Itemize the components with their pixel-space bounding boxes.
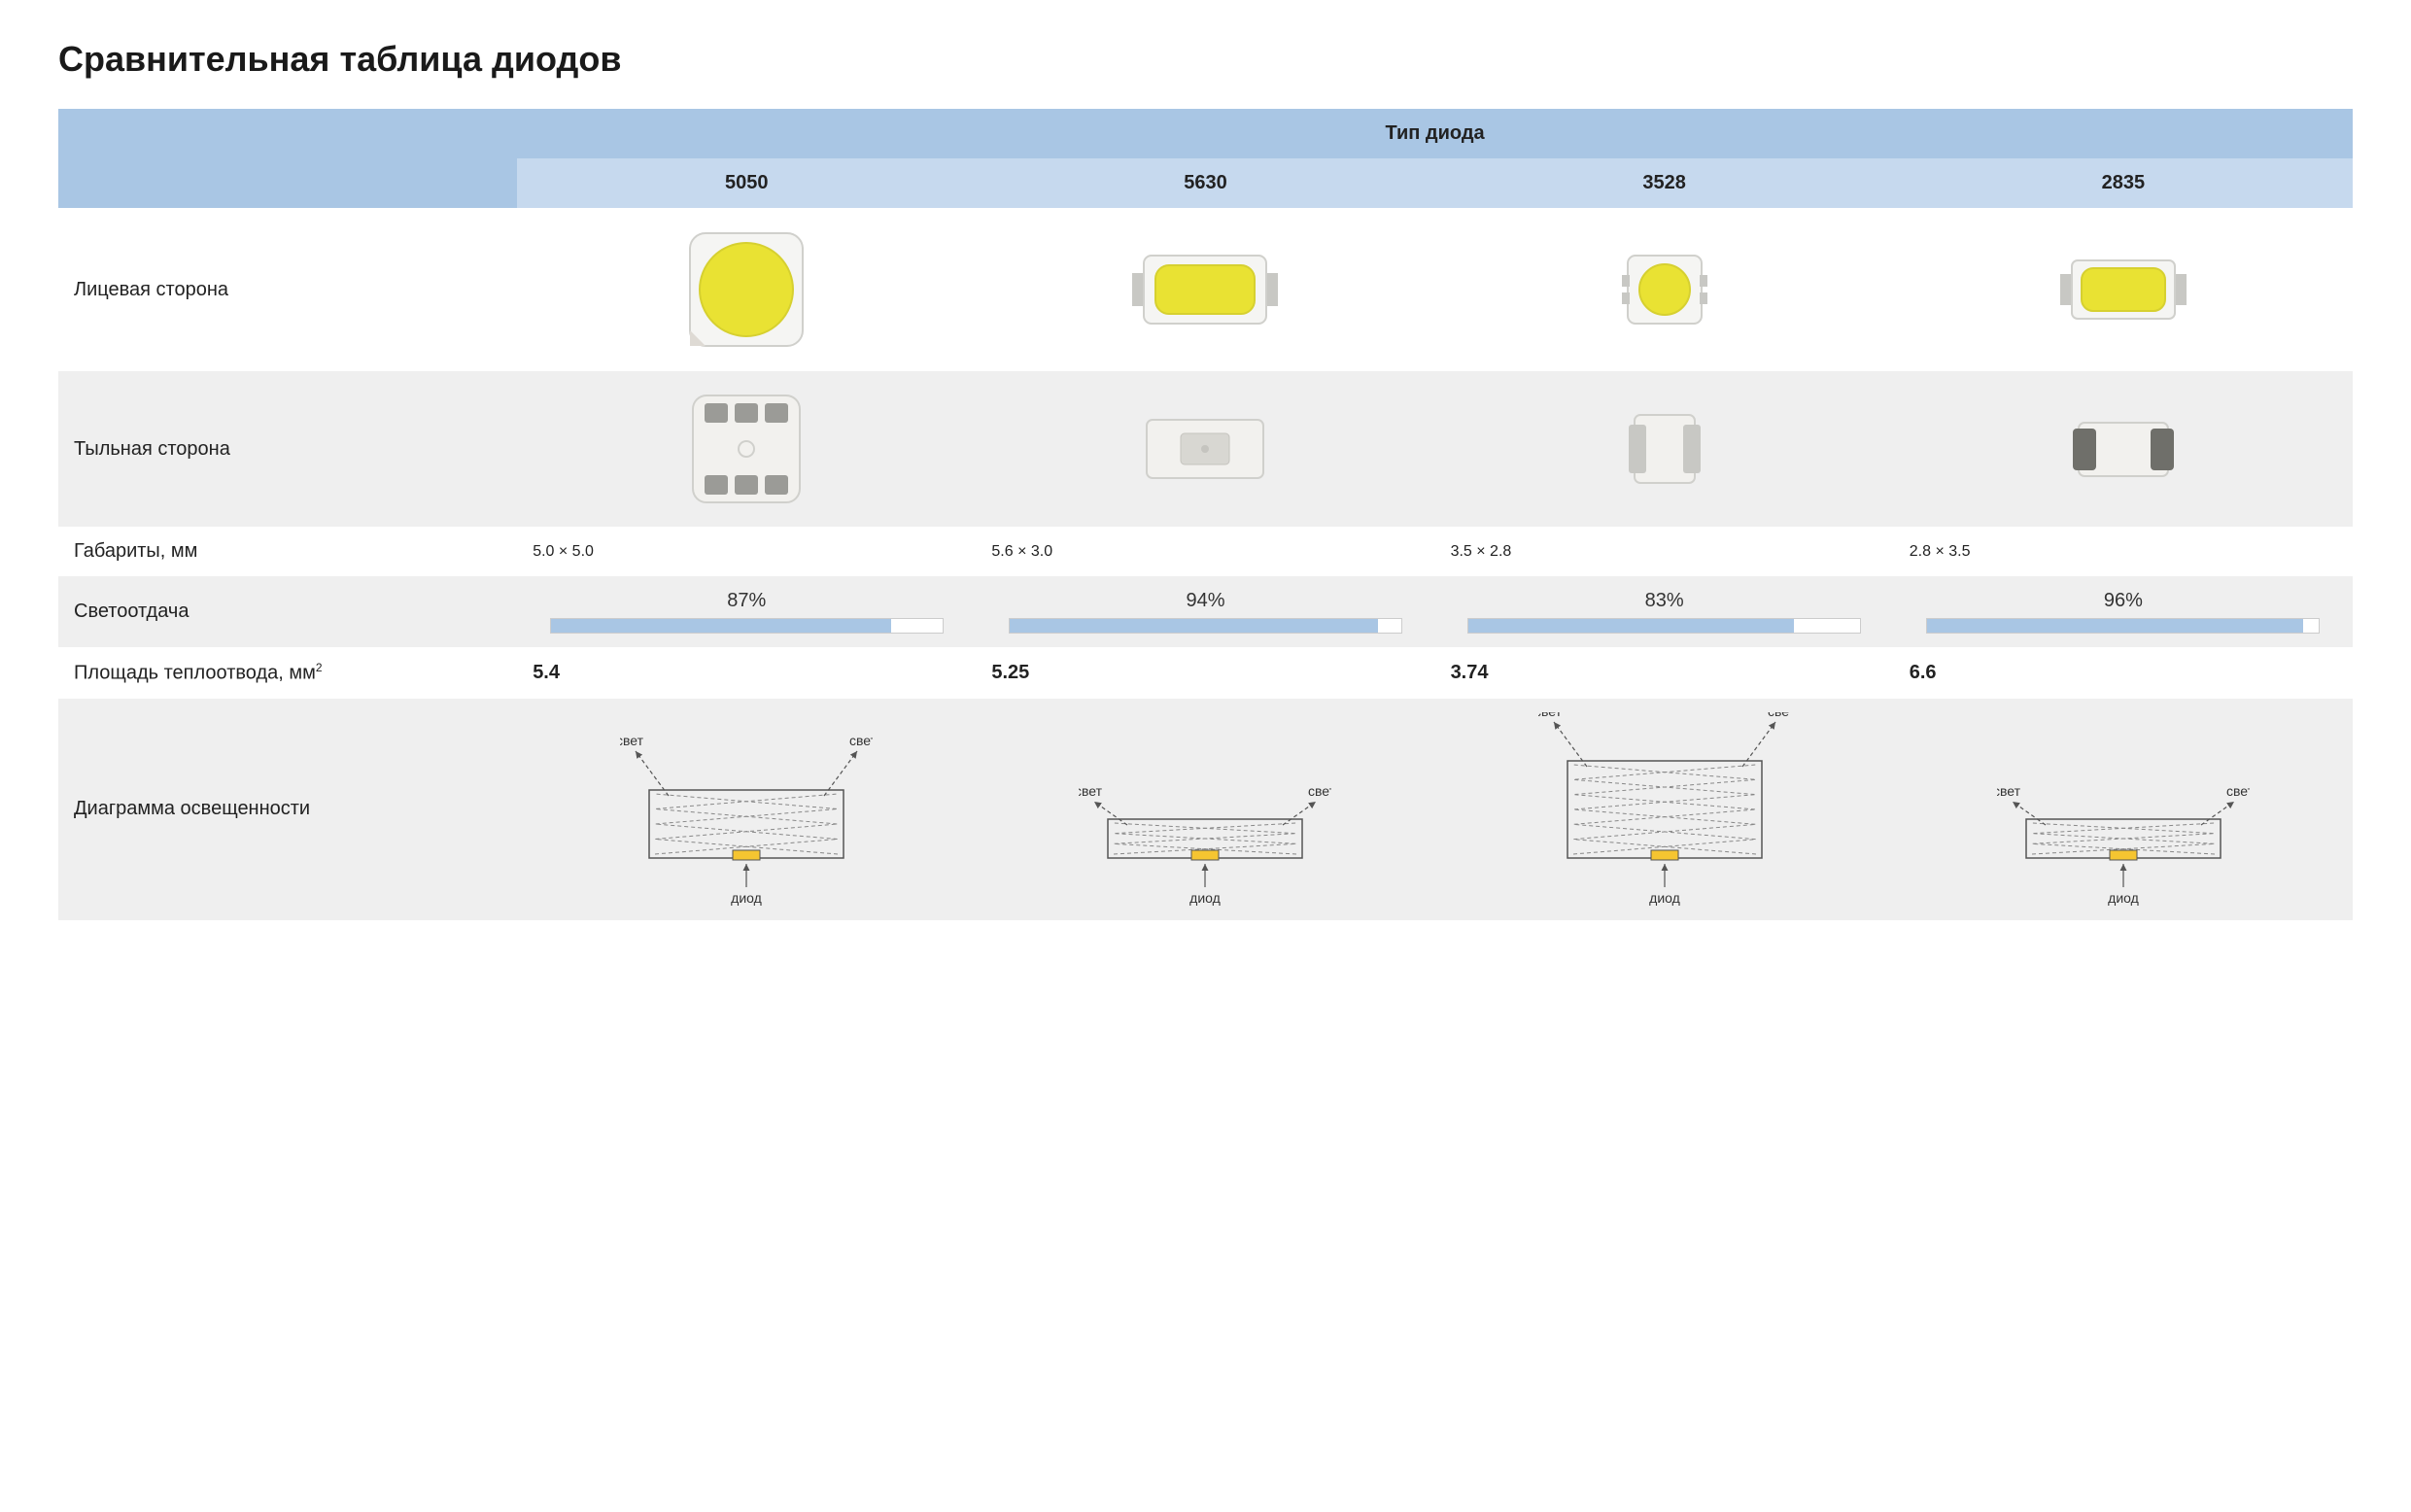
header-type-0: 5050 xyxy=(517,158,976,208)
svg-text:диод: диод xyxy=(1649,890,1680,906)
lumen-3: 96% xyxy=(1894,576,2353,647)
heat-0: 5.4 xyxy=(517,647,976,699)
led-front-2835-icon xyxy=(2060,251,2187,328)
header-group: Тип диода xyxy=(517,109,2353,158)
back-5050 xyxy=(517,371,976,527)
light-diagram-3-icon: свет свет диод xyxy=(1997,712,2250,907)
led-front-5050-icon xyxy=(678,222,814,358)
dim-0: 5.0 × 5.0 xyxy=(517,527,976,576)
led-front-3528-icon xyxy=(1616,246,1713,333)
led-front-5630-icon xyxy=(1132,246,1278,333)
svg-text:диод: диод xyxy=(2108,890,2139,906)
diagram-2: свет свет диод xyxy=(1435,699,1894,920)
row-front-label: Лицевая сторона xyxy=(58,208,517,371)
svg-text:свет: свет xyxy=(1538,712,1563,719)
row-diagram-label: Диаграмма освещенности xyxy=(58,699,517,920)
lumen-2-label: 83% xyxy=(1645,590,1684,612)
back-2835 xyxy=(1894,371,2353,527)
svg-text:свет: свет xyxy=(1997,783,2021,799)
header-type-2: 3528 xyxy=(1435,158,1894,208)
lumen-3-label: 96% xyxy=(2104,590,2143,612)
svg-text:свет: свет xyxy=(1768,712,1791,719)
back-5630 xyxy=(976,371,1434,527)
front-2835 xyxy=(1894,208,2353,371)
diagram-1: свет свет диод xyxy=(976,699,1434,920)
heat-2: 3.74 xyxy=(1435,647,1894,699)
diagram-3: свет свет диод xyxy=(1894,699,2353,920)
svg-text:диод: диод xyxy=(731,890,762,906)
svg-text:свет: свет xyxy=(1308,783,1331,799)
header-type-3: 2835 xyxy=(1894,158,2353,208)
dim-1: 5.6 × 3.0 xyxy=(976,527,1434,576)
lumen-3-bar xyxy=(1926,618,2320,634)
led-back-5050-icon xyxy=(683,386,809,512)
svg-text:свет: свет xyxy=(620,733,644,748)
led-back-3528-icon xyxy=(1621,405,1708,493)
lumen-0-label: 87% xyxy=(727,590,766,612)
header-type-1: 5630 xyxy=(976,158,1434,208)
lumen-2-bar xyxy=(1467,618,1861,634)
front-5630 xyxy=(976,208,1434,371)
header-blank xyxy=(58,109,517,208)
row-heat-label: Площадь теплоотвода, мм2 xyxy=(58,647,517,699)
lumen-0-bar xyxy=(550,618,944,634)
light-diagram-1-icon: свет свет диод xyxy=(1079,712,1331,907)
led-back-2835-icon xyxy=(2065,413,2182,486)
lumen-2-fill xyxy=(1468,619,1793,633)
light-diagram-0-icon: свет свет диод xyxy=(620,712,873,907)
lumen-2: 83% xyxy=(1435,576,1894,647)
lumen-1-label: 94% xyxy=(1186,590,1224,612)
lumen-1-fill xyxy=(1010,619,1378,633)
front-3528 xyxy=(1435,208,1894,371)
heat-1: 5.25 xyxy=(976,647,1434,699)
svg-text:свет: свет xyxy=(849,733,873,748)
row-back-label: Тыльная сторона xyxy=(58,371,517,527)
row-dimensions-label: Габариты, мм xyxy=(58,527,517,576)
back-3528 xyxy=(1435,371,1894,527)
row-lumen-label: Светоотдача xyxy=(58,576,517,647)
lumen-0-fill xyxy=(551,619,892,633)
page-title: Сравнительная таблица диодов xyxy=(58,39,2353,80)
svg-text:свет: свет xyxy=(1079,783,1103,799)
light-diagram-2-icon: свет свет диод xyxy=(1538,712,1791,907)
front-5050 xyxy=(517,208,976,371)
svg-text:свет: свет xyxy=(2226,783,2250,799)
dim-3: 2.8 × 3.5 xyxy=(1894,527,2353,576)
diagram-0: свет свет диод xyxy=(517,699,976,920)
diode-comparison-table: Тип диода 5050 5630 3528 2835 Лицевая ст… xyxy=(58,109,2353,920)
lumen-1: 94% xyxy=(976,576,1434,647)
svg-text:диод: диод xyxy=(1190,890,1222,906)
led-back-5630-icon xyxy=(1137,410,1273,488)
lumen-0: 87% xyxy=(517,576,976,647)
lumen-1-bar xyxy=(1009,618,1402,634)
lumen-3-fill xyxy=(1927,619,2303,633)
dim-2: 3.5 × 2.8 xyxy=(1435,527,1894,576)
heat-3: 6.6 xyxy=(1894,647,2353,699)
